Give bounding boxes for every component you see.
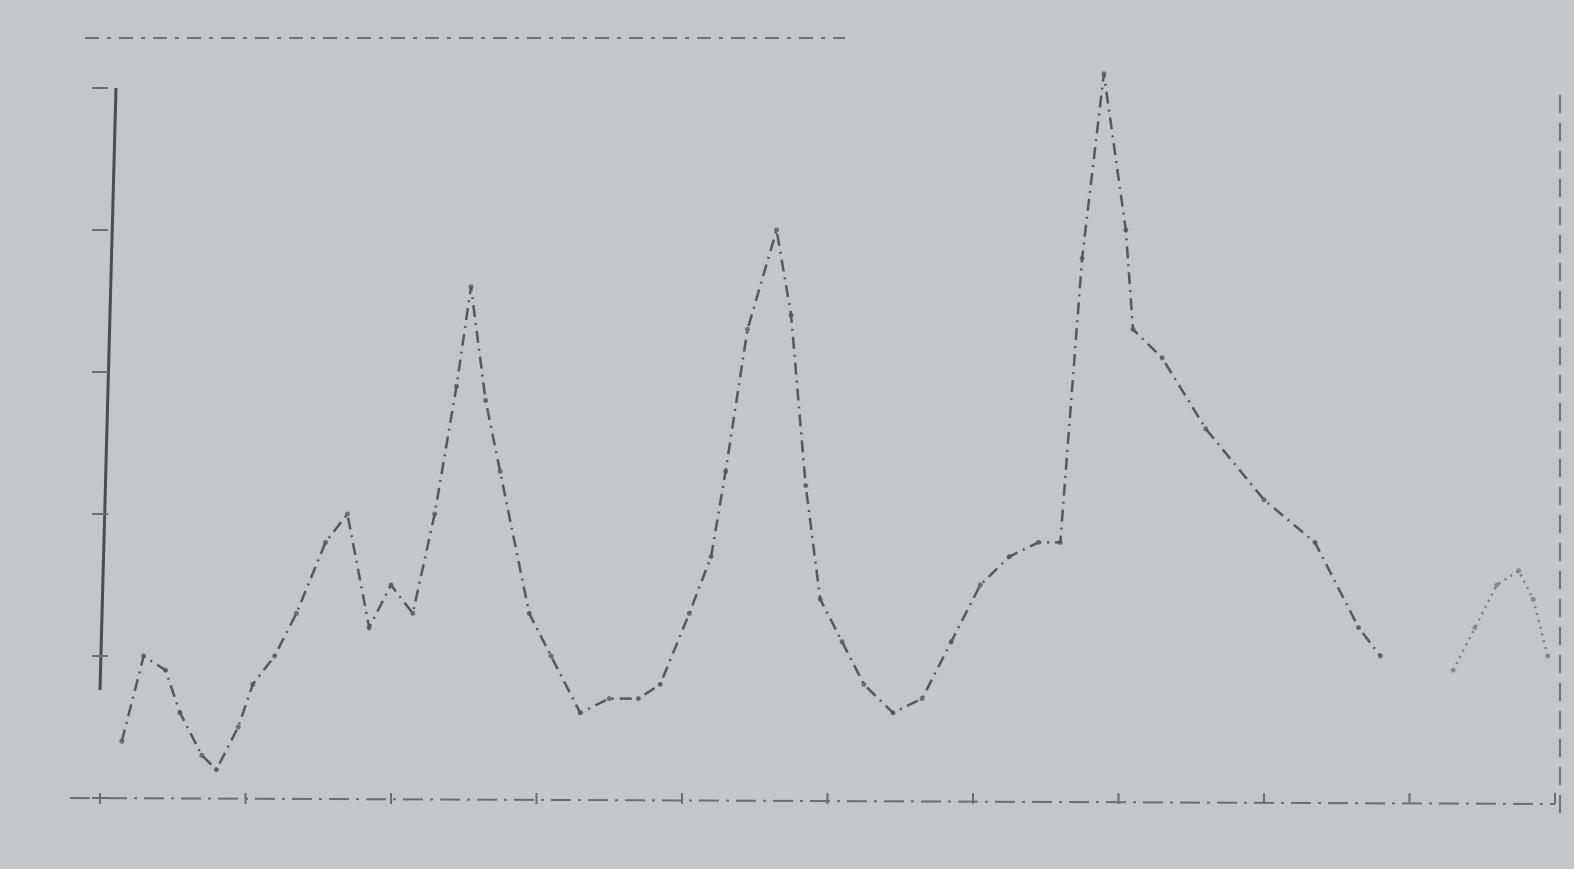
data-point [497, 468, 503, 474]
x-axis-ticks [99, 793, 1556, 804]
data-point [1530, 596, 1536, 602]
data-point [1377, 653, 1383, 659]
data-point [890, 710, 896, 716]
data-point [323, 539, 329, 545]
chart-frame [69, 37, 1561, 820]
data-series [119, 71, 1551, 773]
data-point [839, 639, 845, 645]
data-point [344, 511, 350, 517]
data-point [919, 696, 925, 702]
data-point [606, 696, 612, 702]
data-point [141, 653, 147, 659]
data-point [250, 681, 256, 687]
data-point [1035, 539, 1041, 545]
data-point [1006, 554, 1012, 560]
data-point [744, 326, 750, 332]
data-point [293, 610, 299, 616]
data-point [635, 696, 641, 702]
data-point [119, 738, 125, 744]
data-point [817, 596, 823, 602]
y-axis [98, 87, 118, 691]
data-point [1130, 326, 1136, 332]
data-point [1101, 71, 1107, 77]
data-point [708, 554, 714, 560]
data-point [526, 610, 532, 616]
data-point [483, 397, 489, 403]
data-point [1472, 625, 1478, 631]
data-point [686, 610, 692, 616]
data-point [977, 582, 983, 588]
data-point [1450, 667, 1456, 673]
data-point [1079, 255, 1085, 261]
y-axis-ticks [92, 87, 108, 799]
data-point [1312, 539, 1318, 545]
data-point [1261, 497, 1267, 503]
x-axis [69, 797, 1556, 805]
data-point [162, 667, 168, 673]
data-point [199, 752, 205, 758]
data-point [272, 653, 278, 659]
data-point [1356, 625, 1362, 631]
data-point [803, 483, 809, 489]
data-point [213, 767, 219, 773]
data-point [1057, 539, 1063, 545]
series-line [1452, 568, 1549, 671]
data-point [1545, 653, 1551, 659]
data-point [657, 681, 663, 687]
data-point [774, 227, 780, 233]
data-point [577, 710, 583, 716]
data-point [177, 710, 183, 716]
series-2 [1450, 568, 1551, 673]
data-point [948, 639, 954, 645]
data-point [453, 383, 459, 389]
series-1 [119, 71, 1383, 773]
data-point [1159, 355, 1165, 361]
data-point [861, 681, 867, 687]
data-point [410, 610, 416, 616]
data-point [388, 582, 394, 588]
data-point [468, 284, 474, 290]
data-point [788, 312, 794, 318]
data-point [366, 625, 372, 631]
data-point [1203, 426, 1209, 432]
data-point [1123, 227, 1129, 233]
data-point [723, 468, 729, 474]
data-point [432, 511, 438, 517]
data-point [1494, 582, 1500, 588]
series-line [120, 73, 1382, 772]
data-point [1516, 568, 1522, 574]
data-point [548, 653, 554, 659]
data-point [235, 724, 241, 730]
